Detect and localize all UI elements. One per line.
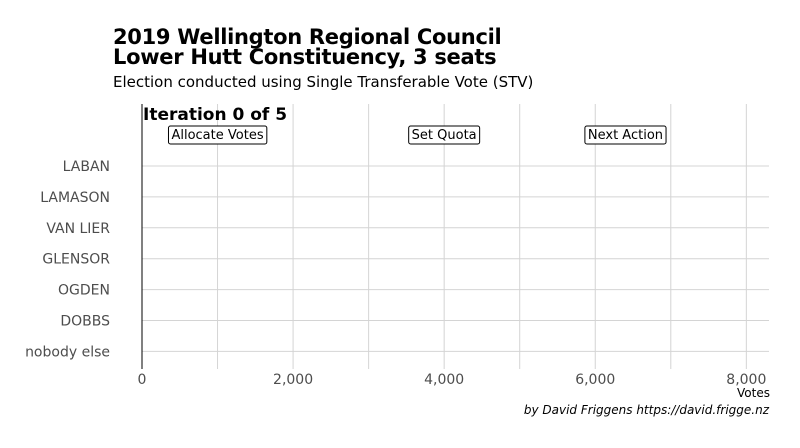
annotation-label: Next Action bbox=[588, 128, 663, 143]
category-label: nobody else bbox=[25, 344, 110, 360]
category-label: GLENSOR bbox=[42, 252, 110, 268]
chart-title-line1: 2019 Wellington Regional Council bbox=[113, 25, 502, 49]
annotation-frame bbox=[167, 125, 268, 145]
category-label: LAMASON bbox=[40, 190, 110, 206]
annotation-frame bbox=[584, 125, 667, 145]
annotation-box: Allocate Votes bbox=[167, 125, 268, 145]
annotation-box: Set Quota bbox=[408, 125, 481, 145]
category-labels: LABAN LAMASON VAN LIER GLENSOR OGDEN DOBBS nob… bbox=[25, 159, 110, 360]
category-label: VAN LIER bbox=[46, 221, 110, 237]
x-tick-label: 0 bbox=[138, 372, 147, 388]
annotations: Allocate Votes Set Quota Next Action bbox=[167, 125, 667, 145]
x-tick-label: 8,000 bbox=[726, 372, 766, 388]
annotation-box: Next Action bbox=[584, 125, 667, 145]
chart-caption: by David Friggens https://david.frigge.n… bbox=[523, 403, 769, 417]
x-tick-label: 6,000 bbox=[575, 372, 615, 388]
x-tick-label: 2,000 bbox=[273, 372, 313, 388]
category-label: DOBBS bbox=[60, 314, 110, 330]
chart-title-line2: Lower Hutt Constituency, 3 seats bbox=[113, 45, 497, 69]
x-tick-labels: 0 2,000 4,000 6,000 8,000 bbox=[138, 372, 767, 388]
x-axis-label: Votes bbox=[737, 386, 770, 400]
annotation-label: Set Quota bbox=[412, 128, 477, 143]
category-label: OGDEN bbox=[58, 283, 110, 299]
category-label: LABAN bbox=[63, 159, 110, 175]
x-tick-label: 4,000 bbox=[424, 372, 464, 388]
iteration-label: Iteration 0 of 5 bbox=[143, 105, 287, 125]
annotation-frame bbox=[408, 125, 481, 145]
annotation-label: Allocate Votes bbox=[171, 128, 263, 143]
chart-subtitle: Election conducted using Single Transfer… bbox=[113, 73, 534, 91]
